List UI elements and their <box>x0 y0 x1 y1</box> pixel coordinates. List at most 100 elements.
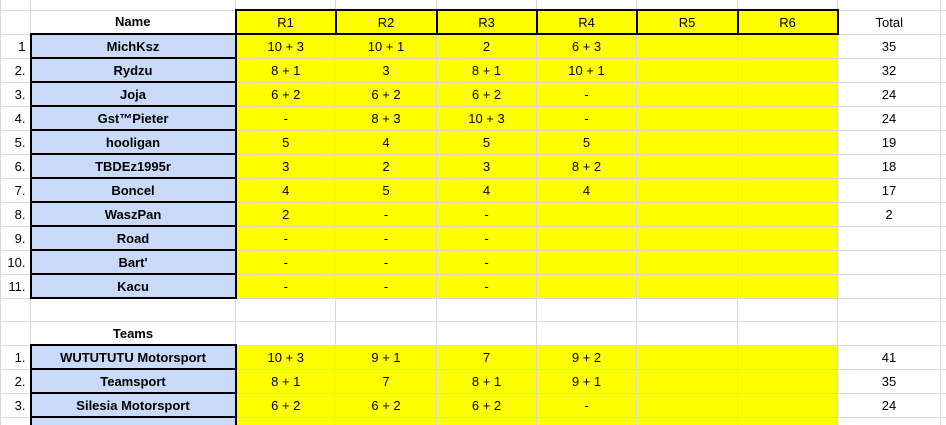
player-name-cell[interactable]: WaszPan <box>29 201 237 227</box>
team-round-score-cell-r5[interactable] <box>636 392 738 418</box>
round-score-cell-r3[interactable]: 6 + 2 <box>436 81 537 107</box>
round-score-cell-r1[interactable]: 6 + 2 <box>235 81 336 107</box>
rank-cell[interactable]: 1 <box>0 33 31 59</box>
round-header-r2[interactable]: R2 <box>334 9 438 35</box>
player-name-cell[interactable]: Boncel <box>29 177 237 203</box>
round-score-cell-r2[interactable]: - <box>335 225 437 251</box>
team-name-cell[interactable]: WUTUTUTU Motorsport <box>29 344 237 370</box>
round-score-cell-r6[interactable] <box>737 249 838 275</box>
round-score-cell-r4[interactable] <box>536 225 637 251</box>
round-score-cell-r6[interactable] <box>737 225 838 251</box>
round-score-cell-r1[interactable]: 8 + 1 <box>235 57 336 83</box>
round-header-r4[interactable]: R4 <box>535 9 638 35</box>
team-total-cell[interactable]: 15 <box>837 416 941 425</box>
team-rank-cell[interactable]: 4. <box>0 416 31 425</box>
round-score-cell-r6[interactable] <box>737 129 838 155</box>
round-score-cell-r4[interactable] <box>536 249 637 275</box>
round-score-cell-r4[interactable]: 4 <box>536 177 637 203</box>
team-rank-cell[interactable]: 2. <box>0 368 31 394</box>
round-score-cell-r3[interactable]: 8 + 1 <box>436 57 537 83</box>
round-score-cell-r3[interactable]: - <box>436 201 537 227</box>
round-score-cell-r3[interactable]: - <box>436 225 537 251</box>
team-round-score-cell-r4[interactable]: 9 + 2 <box>536 344 637 370</box>
player-name-cell[interactable]: Joja <box>29 81 237 107</box>
player-name-cell[interactable]: Rydzu <box>29 57 237 83</box>
round-score-cell-r6[interactable] <box>737 81 838 107</box>
round-score-cell-r1[interactable]: - <box>235 105 336 131</box>
team-round-score-cell-r6[interactable] <box>737 416 838 425</box>
round-score-cell-r6[interactable] <box>737 33 838 59</box>
round-score-cell-r5[interactable] <box>636 153 738 179</box>
team-round-score-cell-r4[interactable]: - <box>536 392 637 418</box>
total-cell[interactable] <box>837 249 941 275</box>
round-score-cell-r6[interactable] <box>737 177 838 203</box>
total-cell[interactable] <box>837 273 941 299</box>
round-score-cell-r2[interactable]: 10 + 1 <box>335 33 437 59</box>
team-round-score-cell-r6[interactable] <box>737 368 838 394</box>
rank-cell[interactable]: 2. <box>0 57 31 83</box>
team-round-score-cell-r2[interactable]: 6 + 2 <box>335 392 437 418</box>
round-score-cell-r1[interactable]: - <box>235 249 336 275</box>
round-score-cell-r4[interactable] <box>536 273 637 299</box>
team-total-cell[interactable]: 35 <box>837 368 941 394</box>
round-score-cell-r5[interactable] <box>636 57 738 83</box>
rank-cell[interactable]: 4. <box>0 105 31 131</box>
player-name-cell[interactable]: Road <box>29 225 237 251</box>
round-score-cell-r4[interactable]: 5 <box>536 129 637 155</box>
round-score-cell-r1[interactable]: 3 <box>235 153 336 179</box>
round-score-cell-r3[interactable]: 4 <box>436 177 537 203</box>
round-header-r5[interactable]: R5 <box>635 9 739 35</box>
team-round-score-cell-r6[interactable] <box>737 344 838 370</box>
name-column-header[interactable]: Name <box>30 9 236 35</box>
total-cell[interactable]: 24 <box>837 105 941 131</box>
round-score-cell-r2[interactable]: - <box>335 273 437 299</box>
team-round-score-cell-r4[interactable]: 9 + 1 <box>536 368 637 394</box>
round-score-cell-r4[interactable]: 8 + 2 <box>536 153 637 179</box>
total-cell[interactable]: 35 <box>837 33 941 59</box>
team-total-cell[interactable]: 41 <box>837 344 941 370</box>
round-score-cell-r3[interactable]: 2 <box>436 33 537 59</box>
teams-section-label[interactable]: Teams <box>30 321 236 346</box>
total-cell[interactable]: 19 <box>837 129 941 155</box>
team-round-score-cell-r3[interactable]: 6 + 2 <box>436 392 537 418</box>
round-score-cell-r6[interactable] <box>737 273 838 299</box>
round-score-cell-r6[interactable] <box>737 201 838 227</box>
round-score-cell-r5[interactable] <box>636 177 738 203</box>
round-score-cell-r2[interactable]: 5 <box>335 177 437 203</box>
team-rank-cell[interactable]: 3. <box>0 392 31 418</box>
player-name-cell[interactable]: Gst™Pieter <box>29 105 237 131</box>
round-score-cell-r5[interactable] <box>636 249 738 275</box>
round-score-cell-r6[interactable] <box>737 105 838 131</box>
round-header-r6[interactable]: R6 <box>736 9 839 35</box>
rank-cell[interactable]: 7. <box>0 177 31 203</box>
total-column-header[interactable]: Total <box>837 9 941 35</box>
round-score-cell-r4[interactable] <box>536 201 637 227</box>
round-score-cell-r4[interactable]: - <box>536 105 637 131</box>
player-name-cell[interactable]: Bart' <box>29 249 237 275</box>
team-round-score-cell-r5[interactable] <box>636 416 738 425</box>
round-score-cell-r1[interactable]: 4 <box>235 177 336 203</box>
team-round-score-cell-r5[interactable] <box>636 344 738 370</box>
team-round-score-cell-r2[interactable]: 4 + 3 <box>335 416 437 425</box>
round-score-cell-r2[interactable]: 6 + 2 <box>335 81 437 107</box>
round-header-r1[interactable]: R1 <box>234 9 337 35</box>
player-name-cell[interactable]: hooligan <box>29 129 237 155</box>
team-round-score-cell-r5[interactable] <box>636 368 738 394</box>
round-score-cell-r2[interactable]: 4 <box>335 129 437 155</box>
round-score-cell-r2[interactable]: 2 <box>335 153 437 179</box>
team-round-score-cell-r1[interactable]: 10 + 3 <box>235 344 336 370</box>
rank-cell[interactable]: 9. <box>0 225 31 251</box>
team-round-score-cell-r3[interactable]: 7 <box>436 344 537 370</box>
team-round-score-cell-r3[interactable]: 8 + 1 <box>436 368 537 394</box>
round-score-cell-r5[interactable] <box>636 225 738 251</box>
round-score-cell-r3[interactable]: - <box>436 273 537 299</box>
player-name-cell[interactable]: MichKsz <box>29 33 237 59</box>
round-score-cell-r5[interactable] <box>636 33 738 59</box>
total-cell[interactable]: 17 <box>837 177 941 203</box>
round-score-cell-r6[interactable] <box>737 153 838 179</box>
round-score-cell-r5[interactable] <box>636 129 738 155</box>
round-score-cell-r1[interactable]: - <box>235 225 336 251</box>
round-score-cell-r6[interactable] <box>737 57 838 83</box>
rank-cell[interactable]: 10. <box>0 249 31 275</box>
round-score-cell-r4[interactable]: - <box>536 81 637 107</box>
